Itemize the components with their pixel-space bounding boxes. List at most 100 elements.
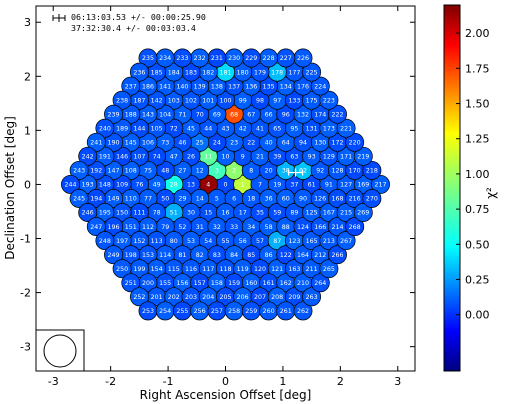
beam-label-42: 42 <box>239 125 247 132</box>
beam-label-53: 53 <box>187 238 195 245</box>
beam-label-128: 128 <box>331 168 343 175</box>
beam-label-0: 0 <box>223 182 227 189</box>
beam-label-56: 56 <box>239 238 247 245</box>
beam-label-134: 134 <box>280 83 292 90</box>
beam-label-18: 18 <box>247 196 255 203</box>
beam-label-250: 250 <box>116 266 128 273</box>
beam-label-16: 16 <box>221 210 229 217</box>
beam-239 <box>104 104 123 124</box>
beam-270 <box>362 189 382 208</box>
beam-label-264: 264 <box>314 280 326 287</box>
beam-label-81: 81 <box>178 252 186 259</box>
beam-label-44: 44 <box>204 125 212 132</box>
beam-label-143: 143 <box>142 111 154 118</box>
beam-label-216: 216 <box>349 196 361 203</box>
beam-label-25: 25 <box>196 140 204 147</box>
beam-label-10: 10 <box>221 154 229 161</box>
beam-label-230: 230 <box>228 55 240 62</box>
beam-241 <box>86 132 106 152</box>
beam-label-43: 43 <box>221 125 229 132</box>
beam-label-106: 106 <box>142 140 154 147</box>
beam-label-66: 66 <box>265 111 273 118</box>
beam-label-71: 71 <box>178 111 186 118</box>
beam-label-234: 234 <box>159 55 171 62</box>
x-tick-label: 0 <box>222 375 229 388</box>
beam-label-173: 173 <box>323 125 335 132</box>
beam-label-46: 46 <box>178 140 186 147</box>
y-tick-label: 1 <box>24 124 31 137</box>
colorbar-label: χ² <box>484 187 498 199</box>
dec-estimate: 37:32:30.4 +/- 00:03:03.4 <box>71 23 196 33</box>
beam-label-238: 238 <box>116 97 128 104</box>
y-tick-label: 3 <box>24 16 31 29</box>
beam-label-156: 156 <box>176 280 188 287</box>
beam-label-198: 198 <box>125 252 137 259</box>
beam-label-88: 88 <box>282 224 290 231</box>
beam-label-107: 107 <box>133 154 145 161</box>
beam-label-78: 78 <box>153 210 161 217</box>
beam-label-85: 85 <box>247 252 255 259</box>
beam-224 <box>310 76 330 96</box>
beam-label-11: 11 <box>204 154 212 161</box>
beam-label-108: 108 <box>125 168 137 175</box>
beam-label-139: 139 <box>194 83 206 90</box>
beam-223 <box>319 90 339 110</box>
beam-label-92: 92 <box>316 168 324 175</box>
beam-225 <box>302 62 322 82</box>
beam-label-73: 73 <box>161 140 169 147</box>
beam-label-186: 186 <box>142 83 154 90</box>
beam-label-179: 179 <box>254 69 266 76</box>
beam-label-189: 189 <box>116 125 128 132</box>
beam-label-169: 169 <box>357 182 369 189</box>
beam-label-263: 263 <box>306 294 318 301</box>
beam-label-127: 127 <box>340 182 352 189</box>
beam-label-102: 102 <box>185 97 197 104</box>
beam-label-68: 68 <box>230 111 238 118</box>
x-axis-title: Right Ascension Offset [deg] <box>140 388 312 402</box>
beam-label-126: 126 <box>314 196 326 203</box>
beam-label-90: 90 <box>299 196 307 203</box>
beam-label-125: 125 <box>306 210 318 217</box>
colorbar-tick-label: 1.75 <box>465 62 490 75</box>
beam-label-225: 225 <box>306 69 318 76</box>
beam-label-232: 232 <box>194 55 206 62</box>
beam-label-21: 21 <box>256 154 264 161</box>
beam-label-259: 259 <box>245 308 257 315</box>
beam-label-64: 64 <box>282 140 290 147</box>
beam-label-130: 130 <box>314 140 326 147</box>
beam-label-222: 222 <box>331 111 343 118</box>
beam-label-91: 91 <box>325 182 333 189</box>
beam-label-61: 61 <box>308 182 316 189</box>
beam-label-118: 118 <box>219 266 231 273</box>
beam-label-47: 47 <box>170 154 178 161</box>
beam-label-233: 233 <box>176 55 188 62</box>
beam-label-13: 13 <box>187 182 195 189</box>
beam-label-157: 157 <box>194 280 206 287</box>
beam-label-142: 142 <box>151 97 163 104</box>
y-tick-label: -3 <box>20 341 31 354</box>
beam-label-270: 270 <box>366 196 378 203</box>
beam-label-82: 82 <box>196 252 204 259</box>
beam-label-60: 60 <box>282 196 290 203</box>
beam-label-89: 89 <box>290 210 298 217</box>
beam-label-140: 140 <box>176 83 188 90</box>
beam-label-178: 178 <box>271 69 283 76</box>
beam-265 <box>319 259 339 279</box>
x-tick-label: -1 <box>163 375 174 388</box>
beam-label-51: 51 <box>170 210 178 217</box>
beam-label-2: 2 <box>232 168 236 175</box>
beam-label-93: 93 <box>308 154 316 161</box>
x-tick-label: 2 <box>337 375 344 388</box>
beam-label-63: 63 <box>290 154 298 161</box>
beam-264 <box>310 273 330 293</box>
beam-label-124: 124 <box>297 224 309 231</box>
beam-label-184: 184 <box>168 69 180 76</box>
beam-label-163: 163 <box>288 266 300 273</box>
beam-label-84: 84 <box>230 252 238 259</box>
beam-217 <box>371 174 390 194</box>
beam-label-231: 231 <box>211 55 223 62</box>
beam-label-104: 104 <box>159 111 171 118</box>
